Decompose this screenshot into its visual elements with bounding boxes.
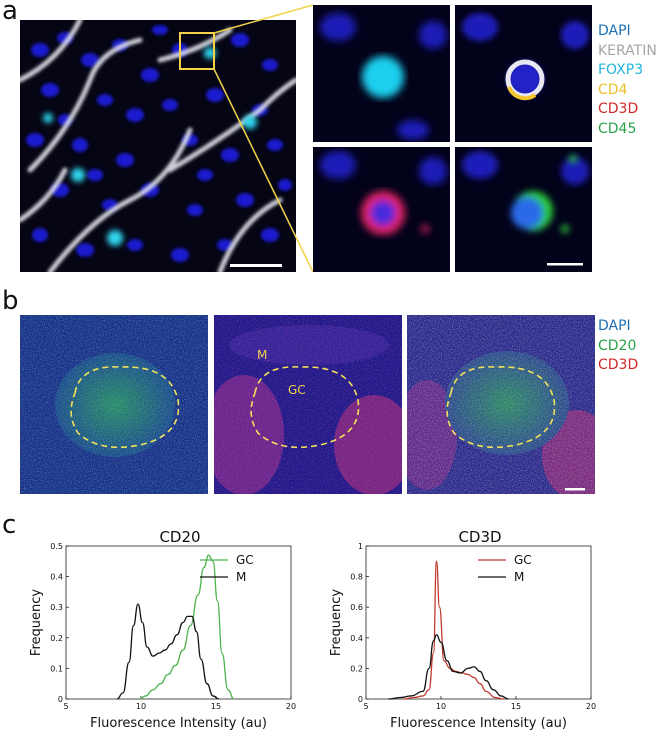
panel-a-overview-image xyxy=(20,20,296,272)
cd3d-legend-label-m: M xyxy=(514,570,524,584)
legend-dapi: DAPI xyxy=(598,23,631,39)
legend-b-cd3d: CD3D xyxy=(598,357,639,373)
cd20-plot-frame xyxy=(65,545,292,700)
cd20-x-tick-label-1: 10 xyxy=(136,702,146,711)
legend-cd4: CD4 xyxy=(598,81,628,98)
cd3d-y-tick-label-5: 1 xyxy=(358,542,363,551)
panel-a-legend: DAPI KERATIN FOXP3 CD4 CD3D CD45 xyxy=(598,22,657,139)
panel-b-dapi-cd20-image xyxy=(20,315,208,494)
legend-cd45: CD45 xyxy=(598,120,637,137)
cd3d-x-tick-label-2: 15 xyxy=(511,702,521,711)
cd20-y-axis-label: Frequency xyxy=(29,589,44,656)
region-label-gc: GC xyxy=(288,383,306,397)
chart-cd20: 5 10 15 20 0 0.1 0.2 0.3 0.4 0.5 Fluorescence Inte… xyxy=(29,542,296,731)
cd20-legend-label-m: M xyxy=(236,570,246,584)
cd3d-x-tick-label-0: 5 xyxy=(363,702,368,711)
chart-cd3d-title: CD3D xyxy=(458,528,502,546)
cd3d-y-tick-label-1: 0.2 xyxy=(350,664,363,673)
cd3d-y-tick-label-4: 0.8 xyxy=(350,573,363,582)
cd3d-plot-frame xyxy=(365,545,592,700)
cd20-y-tick-label-4: 0.4 xyxy=(50,573,63,582)
legend-foxp3: FOXP3 xyxy=(598,62,644,78)
cd20-series-m-line xyxy=(116,603,220,700)
cd20-y-tick-label-5: 0.5 xyxy=(50,542,63,551)
cd20-legend-label-gc: GC xyxy=(236,553,254,567)
cd3d-y-tick-label-0: 0 xyxy=(358,695,363,704)
chart-cd20-title: CD20 xyxy=(159,528,201,546)
zoom-connector-lines xyxy=(213,4,314,273)
panel-b-legend: DAPI CD20 CD3D xyxy=(598,317,638,376)
cd20-y-tick-label-0: 0 xyxy=(58,695,63,704)
cd20-y-tick-label-2: 0.2 xyxy=(50,634,63,643)
panel-c-letter: c xyxy=(2,510,17,540)
cd3d-legend-label-gc: GC xyxy=(514,553,532,567)
panel-a-letter: a xyxy=(2,0,18,26)
cd20-x-tick-label-0: 5 xyxy=(63,702,68,711)
cd20-x-tick-label-3: 20 xyxy=(286,702,296,711)
zoom-tile-cd3d xyxy=(313,147,450,272)
cd3d-y-axis-label: Frequency xyxy=(329,589,344,656)
panel-b-cd3d-image: M GC xyxy=(214,315,402,494)
cd3d-y-tick-label-2: 0.4 xyxy=(350,634,363,643)
legend-b-cd20: CD20 xyxy=(598,337,637,354)
zoom-tile-cd4 xyxy=(455,5,592,142)
cd3d-y-tick-label-3: 0.6 xyxy=(350,603,363,612)
panel-b-merged-image xyxy=(407,315,595,494)
legend-cd3d: CD3D xyxy=(598,101,639,117)
cd20-y-tick-label-1: 0.1 xyxy=(50,664,63,673)
cd3d-series-m-line xyxy=(388,634,509,700)
cd20-x-tick-label-2: 15 xyxy=(211,702,221,711)
cd3d-x-tick-label-1: 10 xyxy=(436,702,446,711)
zoom-tile-cd45 xyxy=(455,147,592,272)
legend-keratin: KERATIN xyxy=(598,42,657,59)
cd20-x-axis-label: Fluorescence Intensity (au) xyxy=(90,716,267,731)
cd3d-x-axis-label: Fluorescence Intensity (au) xyxy=(390,716,567,731)
chart-cd3d: 5 10 15 20 0 0.2 0.4 0.6 0.8 1 Fluorescence Intens… xyxy=(329,542,596,731)
legend-b-dapi: DAPI xyxy=(598,318,631,334)
zoom-tile-foxp3 xyxy=(313,5,450,142)
cd20-y-tick-label-3: 0.3 xyxy=(50,603,63,612)
region-label-m: M xyxy=(257,348,268,362)
panel-b-letter: b xyxy=(2,286,19,316)
cd3d-x-tick-label-3: 20 xyxy=(586,702,596,711)
cd3d-series-gc-line xyxy=(403,560,505,700)
cd20-series-gc-line xyxy=(139,554,235,700)
